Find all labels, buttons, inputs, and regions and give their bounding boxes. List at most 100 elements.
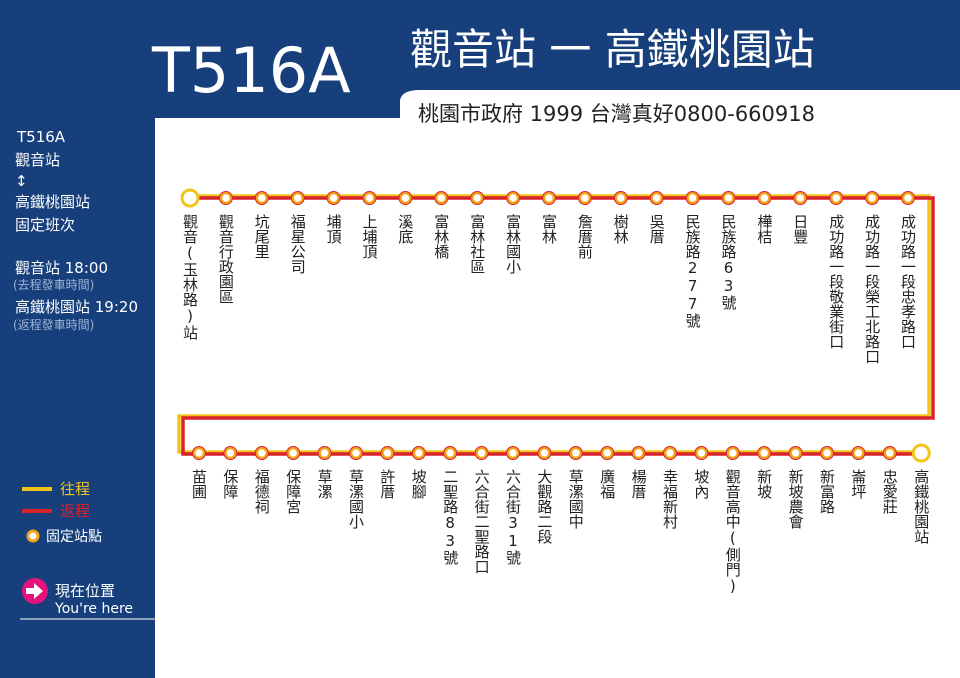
route-title: 觀音站 一 高鐵桃園站 (410, 25, 815, 74)
stop-marker (506, 191, 520, 205)
stop-marker (349, 446, 363, 460)
legend-stop-icon (26, 529, 40, 543)
stop-name: 民族路63號 (720, 214, 738, 311)
stop-ring (542, 191, 556, 205)
stop-marker (614, 191, 628, 205)
schedule-note: (返程發車時間) (13, 317, 94, 332)
sidebar-arrow: ↕ (15, 172, 28, 190)
stop-ring (443, 446, 458, 460)
stop-ring (725, 446, 740, 460)
stop-marker (883, 446, 897, 460)
stop-marker (600, 446, 614, 460)
stop-marker (470, 191, 484, 205)
stop-name: 幸福新村 (661, 469, 679, 529)
stop-name: 樺桔 (755, 214, 773, 244)
stop-ring (362, 191, 377, 205)
stop-marker (255, 446, 269, 460)
stop-name: 草漯國小 (347, 469, 365, 530)
stop-marker (399, 191, 412, 205)
stop-marker (542, 191, 556, 205)
stop-name: 坑尾里 (253, 214, 271, 259)
stop-name: 成功路一段忠孝路口 (899, 214, 917, 349)
stop-name: 觀音(玉林路)站 (181, 214, 199, 340)
stop-ring (757, 191, 772, 205)
stop-name: 崙坪 (849, 469, 867, 499)
stop-ring (506, 446, 520, 460)
stop-marker (224, 446, 237, 460)
stop-ring (829, 191, 844, 205)
stop-ring (851, 446, 866, 460)
stop-ring (398, 191, 413, 205)
stop-name: 新坡農會 (787, 469, 805, 529)
stop-ring (326, 191, 341, 205)
stop-marker (829, 191, 843, 205)
stop-ring (290, 191, 305, 205)
stop-marker (757, 446, 771, 460)
stop-marker (758, 191, 771, 205)
stop-name: 富林社區 (468, 213, 486, 274)
stop-name: 福德祠 (253, 469, 271, 514)
stop-ring (286, 446, 301, 460)
stop-name: 成功路一段榮工北路口 (863, 214, 881, 364)
stop-name: 六合街二聖路口 (473, 469, 491, 574)
stop-ring (788, 446, 803, 460)
stop-name: 福星公司 (289, 214, 307, 274)
stop-ring (349, 446, 363, 460)
stop-ring (649, 191, 664, 205)
stop-marker (911, 443, 931, 463)
stop-ring (254, 446, 269, 460)
stop-marker (789, 446, 802, 460)
sidebar-service: 固定班次 (15, 216, 75, 234)
stop-ring (411, 446, 426, 460)
stop-marker (820, 446, 834, 460)
stop-name: 草漯 (316, 469, 334, 499)
stop-name: 坡腳 (410, 469, 428, 500)
stop-marker (663, 446, 677, 460)
stop-marker (286, 446, 300, 460)
stop-marker (435, 191, 448, 205)
stop-ring (434, 191, 449, 205)
stop-ring (663, 446, 677, 460)
stop-ring (470, 191, 485, 205)
stop-marker (865, 191, 879, 205)
stop-marker (318, 446, 331, 460)
sidebar-to: 高鐵桃園站 (15, 193, 90, 211)
stop-marker (578, 191, 592, 205)
stop-ring (317, 446, 332, 460)
stop-name: 成功路一段敬業街口 (827, 214, 845, 349)
stop-name: 埔頂 (325, 214, 343, 244)
stop-name: 二聖路83號 (441, 469, 459, 566)
stop-name: 富林橋 (432, 213, 450, 259)
stop-name: 樹林 (612, 214, 630, 244)
stop-name: 新坡 (755, 469, 773, 499)
stop-ring (882, 446, 897, 460)
stop-name: 坡內 (692, 469, 710, 500)
stop-ring (568, 446, 583, 460)
stop-name: 保障宮 (284, 469, 302, 514)
stop-marker (695, 446, 708, 460)
legend-here-en: You're here (54, 601, 133, 617)
legend-fixed-stop: 固定站點 (46, 529, 102, 545)
sidebar-from: 觀音站 (15, 151, 60, 169)
stop-marker (192, 446, 206, 460)
stop-marker (506, 446, 520, 460)
stop-ring (820, 446, 834, 460)
schedule-time: 觀音站 18:00 (15, 259, 108, 277)
stop-marker (412, 446, 426, 460)
stop-name: 苗圃 (190, 469, 208, 499)
stop-ring (600, 446, 615, 460)
stop-marker (255, 191, 269, 205)
stop-name: 高鐵桃園站 (912, 469, 930, 544)
stop-name: 吳厝 (648, 214, 666, 244)
stop-ring (631, 446, 646, 460)
stop-name: 富林國小 (504, 213, 522, 275)
stop-name: 楊厝 (630, 469, 648, 499)
stops: 觀音(玉林路)站 觀音行政園區 坑尾里 福星公司 埔頂 上埔頂 溪底 富林橋 富林社區 富林國小富… (180, 188, 931, 595)
stop-name: 大觀路二段 (535, 469, 553, 544)
stop-ring (901, 191, 915, 205)
stop-ring (254, 191, 269, 205)
stop-marker (569, 446, 583, 460)
stop-marker (650, 191, 663, 205)
stop-ring (613, 191, 628, 205)
